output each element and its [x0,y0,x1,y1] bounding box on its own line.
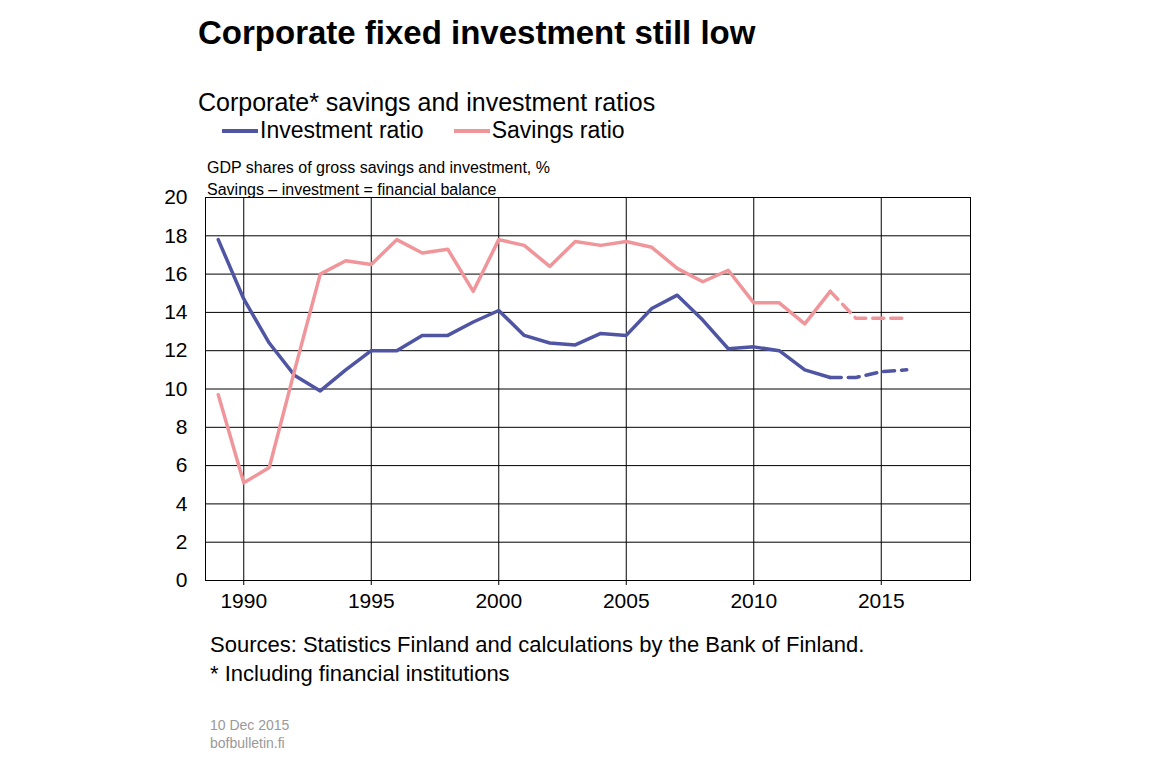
html-text:Corporate fixed investment sti: Corporate fixed investment still low [198,14,756,51]
html-text:bofbulletin.fi: bofbulletin.fi [210,735,285,751]
html-text:Sources: Statistics Finland an: Sources: Statistics Finland and calculat… [210,632,865,657]
svg-text:2: 2 [176,530,188,553]
html-text:Corporate* savings and investm: Corporate* savings and investment ratios [198,88,656,116]
svg-text:18: 18 [164,224,187,247]
svg-text:2005: 2005 [603,589,650,612]
html-text:10 Dec 2015: 10 Dec 2015 [210,717,290,733]
svg-text:4: 4 [176,492,188,515]
svg-text:2000: 2000 [475,589,522,612]
svg-text:20: 20 [164,185,187,208]
svg-text:1990: 1990 [220,589,267,612]
svg-text:1995: 1995 [348,589,395,612]
svg-text:10: 10 [164,377,187,400]
svg-text:6: 6 [176,453,188,476]
html-text:GDP shares of gross savings an: GDP shares of gross savings and investme… [207,159,550,176]
svg-text:2010: 2010 [730,589,777,612]
svg-text:8: 8 [176,415,188,438]
html-text:Investment ratio: Investment ratio [260,117,424,143]
html-text:* Including financial institut: * Including financial institutions [210,661,510,686]
svg-text:14: 14 [164,300,188,323]
svg-text:16: 16 [164,262,187,285]
html-text:Savings – investment = financi: Savings – investment = financial balance [207,181,497,198]
html-text:Savings ratio: Savings ratio [491,117,625,143]
svg-text:2015: 2015 [858,589,905,612]
svg-text:12: 12 [164,338,187,361]
svg-text:0: 0 [176,568,188,591]
